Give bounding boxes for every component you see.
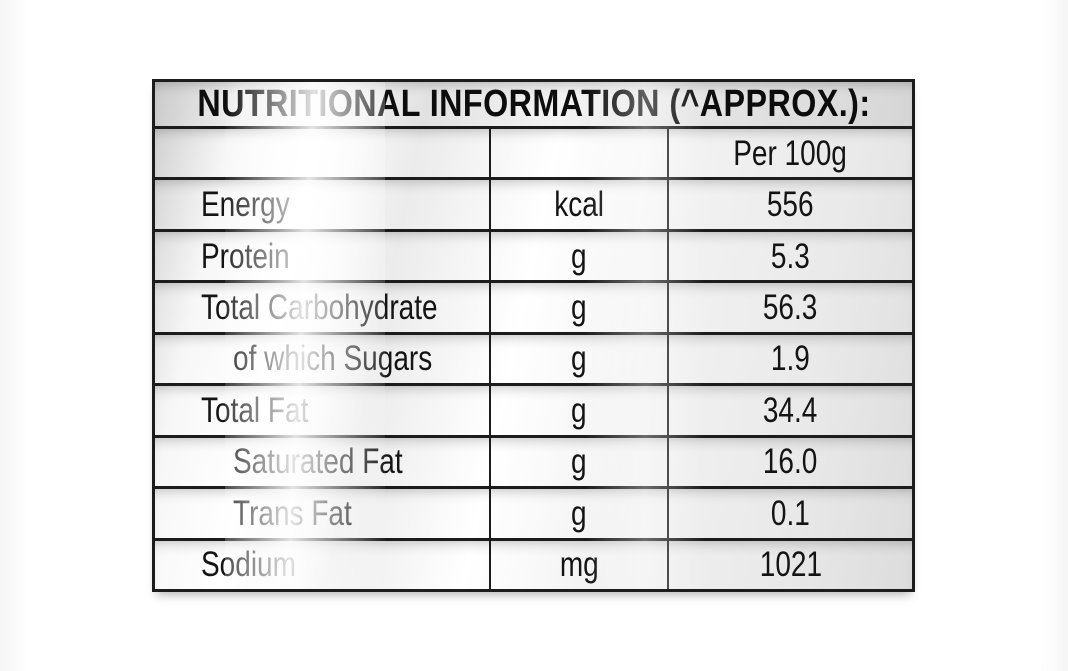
unit-cell: kcal xyxy=(489,180,667,229)
nutrient-label-cell: Saturated Fat xyxy=(155,438,489,486)
value-cell: 16.0 xyxy=(667,437,912,487)
unit-cell: g xyxy=(489,334,667,384)
nutrient-label-cell: Total Fat xyxy=(155,386,489,434)
unit-cell: mg xyxy=(489,540,667,589)
table-row-energy: Energy kcal 556 xyxy=(155,177,912,229)
unit-cell: g xyxy=(489,489,667,538)
value-text: 5.3 xyxy=(771,236,810,276)
unit-text: mg xyxy=(559,545,599,585)
table-title-row: NUTRITIONAL INFORMATION (^APPROX.): xyxy=(155,82,912,126)
nutrient-label-cell: Energy xyxy=(155,180,489,228)
nutrient-label: Total Fat xyxy=(201,390,309,430)
value-text: 0.1 xyxy=(771,493,810,533)
nutrient-label: Saturated Fat xyxy=(233,442,403,482)
unit-cell: g xyxy=(489,231,667,281)
empty-header-cell xyxy=(155,129,489,177)
table-row-protein: Protein g 5.3 xyxy=(155,228,912,281)
value-cell: 34.4 xyxy=(667,386,912,435)
nutrition-table: NUTRITIONAL INFORMATION (^APPROX.): Per … xyxy=(152,79,915,592)
value-text: 56.3 xyxy=(763,288,818,328)
value-text: 556 xyxy=(767,185,814,225)
nutrient-label: Protein xyxy=(201,236,290,276)
table-row-of-which-sugars: of which Sugars g 1.9 xyxy=(155,331,912,384)
per-100g-header: Per 100g xyxy=(733,133,848,173)
table-row-total-carbohydrate: Total Carbohydrate g 56.3 xyxy=(155,280,912,332)
nutrient-label-cell: Trans Fat xyxy=(155,489,489,537)
nutrient-label-cell: Protein xyxy=(155,232,489,280)
nutrient-label-cell: Sodium xyxy=(155,541,489,589)
nutrient-label-cell: of which Sugars xyxy=(155,335,489,383)
unit-text: g xyxy=(571,493,587,533)
nutrient-label-cell: Total Carbohydrate xyxy=(155,283,489,331)
value-text: 34.4 xyxy=(763,390,818,430)
value-cell: 56.3 xyxy=(667,283,912,332)
value-cell: 5.3 xyxy=(667,231,912,281)
unit-text: g xyxy=(571,442,587,482)
value-cell: 556 xyxy=(667,180,912,229)
unit-text: g xyxy=(571,339,587,379)
table-row-sodium: Sodium mg 1021 xyxy=(155,537,912,589)
unit-text: g xyxy=(571,288,587,328)
empty-header-cell xyxy=(489,129,667,178)
nutrient-label: of which Sugars xyxy=(233,339,433,379)
unit-text: kcal xyxy=(554,185,604,225)
unit-cell: g xyxy=(489,386,667,435)
table-row-trans-fat: Trans Fat g 0.1 xyxy=(155,486,912,538)
value-cell: 1021 xyxy=(667,540,912,589)
unit-text: g xyxy=(571,236,587,276)
table-title: NUTRITIONAL INFORMATION (^APPROX.): xyxy=(196,83,871,125)
unit-cell: g xyxy=(489,283,667,332)
unit-cell: g xyxy=(489,437,667,487)
nutrient-label: Total Carbohydrate xyxy=(201,288,438,328)
value-text: 1021 xyxy=(759,545,822,585)
value-cell: 0.1 xyxy=(667,489,912,538)
nutrient-label: Sodium xyxy=(201,545,296,585)
unit-text: g xyxy=(571,390,587,430)
table-row-total-fat: Total Fat g 34.4 xyxy=(155,383,912,435)
per-100g-header-cell: Per 100g xyxy=(667,129,912,178)
column-header-row: Per 100g xyxy=(155,126,912,178)
value-text: 16.0 xyxy=(763,442,818,482)
nutrient-label: Trans Fat xyxy=(233,493,352,533)
table-row-saturated-fat: Saturated Fat g 16.0 xyxy=(155,434,912,487)
value-text: 1.9 xyxy=(771,339,810,379)
value-cell: 1.9 xyxy=(667,334,912,384)
nutrient-label: Energy xyxy=(201,185,290,225)
